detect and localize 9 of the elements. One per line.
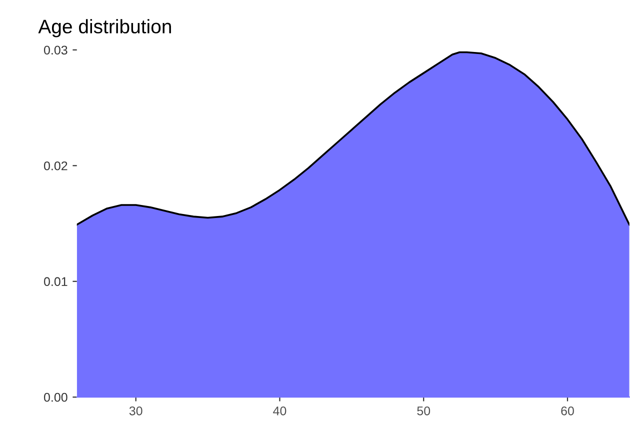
x-tick-label: 30 <box>129 406 142 416</box>
y-tick-label: 0.03 <box>44 46 68 55</box>
chart-title: Age distribution <box>38 19 171 38</box>
y-tick-label: 0.02 <box>44 161 68 170</box>
x-tick-label: 50 <box>417 406 430 416</box>
x-tick-label: 60 <box>561 406 574 416</box>
y-tick-label: 0.01 <box>44 277 68 286</box>
y-tick-label: 0.00 <box>44 392 68 402</box>
x-tick-label: 40 <box>273 406 286 416</box>
